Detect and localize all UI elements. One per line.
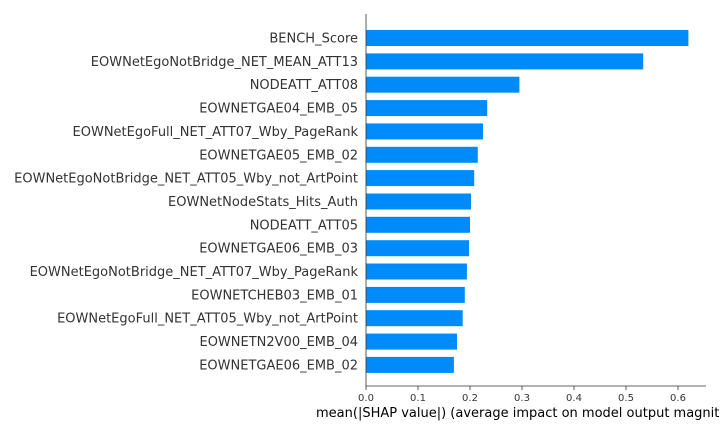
bar bbox=[366, 170, 475, 187]
bars-group bbox=[366, 30, 689, 373]
x-axis-label: mean(|SHAP value|) (average impact on mo… bbox=[316, 406, 720, 421]
x-ticks-group: 0.0 0.1 0.2 0.3 0.4 0.5 0.6 bbox=[358, 386, 686, 404]
category-label: EOWNETGAE06_EMB_03 bbox=[199, 242, 358, 257]
category-label: EOWNetNodeStats_Hits_Auth bbox=[168, 195, 358, 210]
category-label: EOWNetEgoFull_NET_ATT07_Wby_PageRank bbox=[73, 125, 359, 140]
x-tick-label: 0.2 bbox=[462, 393, 478, 404]
bar bbox=[366, 263, 467, 280]
x-tick-label: 0.5 bbox=[618, 393, 634, 404]
bar bbox=[366, 310, 463, 327]
bar bbox=[366, 30, 689, 46]
category-label: EOWNetEgoNotBridge_NET_ATT07_Wby_PageRan… bbox=[30, 265, 359, 280]
bar bbox=[366, 356, 454, 373]
x-tick-label: 0.0 bbox=[358, 393, 374, 404]
bar bbox=[366, 123, 483, 140]
category-label: EOWNetEgoNotBridge_NET_ATT05_Wby_not_Art… bbox=[14, 172, 358, 187]
bar bbox=[366, 240, 469, 257]
category-label: EOWNetEgoNotBridge_NET_MEAN_ATT13 bbox=[91, 55, 358, 70]
category-label: EOWNetEgoFull_NET_ATT05_Wby_not_ArtPoint bbox=[57, 312, 358, 327]
category-label: BENCH_Score bbox=[269, 32, 358, 47]
x-tick-label: 0.6 bbox=[670, 393, 686, 404]
bar bbox=[366, 216, 470, 233]
category-label: EOWNETGAE06_EMB_02 bbox=[199, 358, 358, 373]
bar bbox=[366, 193, 471, 210]
category-label: EOWNETGAE05_EMB_02 bbox=[199, 148, 358, 163]
bar bbox=[366, 76, 520, 93]
category-label: NODEATT_ATT05 bbox=[250, 218, 358, 233]
x-tick-label: 0.1 bbox=[410, 393, 426, 404]
category-label: EOWNETGAE04_EMB_05 bbox=[199, 102, 358, 117]
bar bbox=[366, 286, 465, 303]
category-label: EOWNETN2V00_EMB_04 bbox=[199, 335, 358, 350]
x-tick-label: 0.3 bbox=[514, 393, 530, 404]
bar bbox=[366, 333, 457, 350]
bar bbox=[366, 53, 644, 70]
bar bbox=[366, 146, 478, 163]
category-labels-group: BENCH_Score EOWNetEgoNotBridge_NET_MEAN_A… bbox=[14, 32, 358, 374]
category-label: NODEATT_ATT08 bbox=[250, 78, 358, 93]
x-tick-label: 0.4 bbox=[566, 393, 582, 404]
category-label: EOWNETCHEB03_EMB_01 bbox=[191, 288, 358, 303]
bar bbox=[366, 100, 488, 117]
